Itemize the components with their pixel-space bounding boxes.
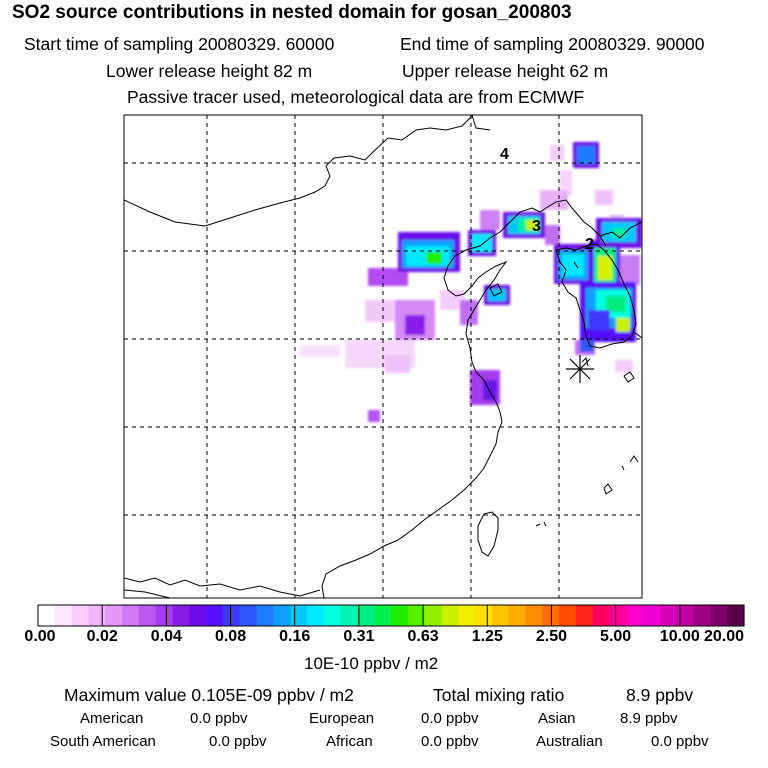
colorbar-swatch	[357, 605, 375, 626]
colorbar-swatch	[659, 605, 678, 626]
tracer-note: Passive tracer used, meteorological data…	[127, 87, 585, 107]
maximum-value: Maximum value 0.105E-09 ppbv / m2	[64, 685, 354, 705]
colorbar-swatch	[38, 605, 56, 626]
colorbar-tick-label: 0.63	[407, 628, 439, 645]
start-time-label: Start time of sampling 20080329. 60000	[24, 34, 335, 54]
colorbar-swatch	[676, 605, 695, 626]
colorbar-swatch	[239, 605, 258, 626]
lower-release-height: Lower release height 82 m	[106, 61, 313, 81]
colorbar-swatch	[155, 605, 174, 626]
colorbar-swatch	[592, 605, 611, 626]
colorbar-swatch	[374, 605, 392, 626]
chart-title: SO2 source contributions in nested domai…	[12, 2, 572, 23]
colorbar-swatch	[609, 605, 627, 626]
colorbar-swatch	[306, 605, 325, 626]
source-value-american: 0.0 ppbv	[190, 710, 248, 727]
source-name-african: African	[326, 733, 373, 750]
colorbar-swatch	[491, 605, 510, 626]
colorbar-tick-label: 0.08	[214, 628, 247, 645]
graticule	[124, 115, 642, 598]
colorbar-tick-label: 0.31	[343, 628, 375, 645]
coastlines	[124, 115, 642, 598]
colorbar-swatch	[727, 605, 745, 626]
colorbar-tick-label: 0.00	[24, 628, 56, 645]
source-value-australian: 0.0 ppbv	[651, 733, 709, 750]
source-name-australian: Australian	[536, 733, 603, 750]
region-label-3: 3	[532, 218, 541, 235]
end-time-label: End time of sampling 20080329. 90000	[400, 34, 705, 54]
colorbar-swatch	[273, 605, 291, 626]
colorbar-tick-label: 20.00	[703, 628, 745, 645]
total-mixing-value: 8.9 ppbv	[626, 685, 694, 705]
colorbar-swatch	[323, 605, 342, 626]
colorbar-swatch	[88, 605, 106, 626]
colorbar-swatch	[256, 605, 274, 626]
colorbar-tick-label: 0.02	[86, 628, 118, 645]
colorbar-swatch	[643, 605, 661, 626]
colorbar-swatch	[626, 605, 644, 626]
source-name-south-american: South American	[50, 733, 156, 750]
colorbar-swatch	[407, 605, 426, 626]
colorbar-swatch	[71, 605, 90, 626]
colorbar-swatch	[222, 605, 241, 626]
colorbar-tick-label: 1.25	[471, 628, 503, 645]
map-frame	[123, 114, 643, 599]
colorbar-swatch	[391, 605, 409, 626]
colorbar-swatch	[710, 605, 728, 626]
colorbar-swatch	[340, 605, 358, 626]
colorbar-swatch	[525, 605, 543, 626]
colorbar-swatch	[290, 605, 308, 626]
colorbar-swatch	[172, 605, 190, 626]
colorbar-swatch	[559, 605, 577, 626]
colorbar-swatch	[475, 605, 493, 626]
colorbar-swatch	[122, 605, 140, 626]
source-value-asian: 8.9 ppbv	[620, 710, 678, 727]
colorbar-swatch	[575, 605, 594, 626]
colorbar-unit: 10E-10 ppbv / m2	[304, 654, 439, 673]
source-name-european: European	[309, 710, 375, 727]
colorbar-swatch	[441, 605, 459, 626]
colorbar-swatch	[424, 605, 443, 626]
colorbar-swatch	[105, 605, 123, 626]
source-name-american: American	[80, 710, 144, 727]
colorbar-swatch	[189, 605, 207, 626]
colorbar-tick-label: 0.04	[150, 628, 182, 645]
total-mixing-label: Total mixing ratio	[433, 685, 565, 705]
upper-release-height: Upper release height 62 m	[402, 61, 609, 81]
source-value-european: 0.0 ppbv	[421, 710, 479, 727]
colorbar-tick-label: 2.50	[535, 628, 568, 645]
source-name-asian: Asian	[538, 710, 576, 727]
colorbar-tick-label: 5.00	[600, 628, 632, 645]
colorbar-swatch	[458, 605, 476, 626]
colorbar-swatch	[138, 605, 157, 626]
source-value-african: 0.0 ppbv	[421, 733, 479, 750]
colorbar-swatch	[693, 605, 711, 626]
receptor-star-icon	[566, 355, 594, 383]
colorbar-swatch	[54, 605, 73, 626]
region-label-2: 2	[585, 236, 594, 253]
colorbar-tick-label: 0.16	[279, 628, 311, 645]
region-label-4: 4	[500, 146, 509, 163]
colorbar-swatch	[508, 605, 527, 626]
source-value-south-american: 0.0 ppbv	[209, 733, 267, 750]
colorbar-swatch	[206, 605, 224, 626]
colorbar-tick-label: 10.00	[659, 628, 700, 645]
